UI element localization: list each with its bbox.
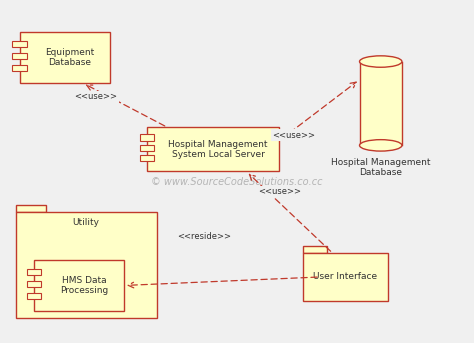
Text: <<use>>: <<use>> — [272, 131, 315, 140]
Bar — [147, 127, 279, 172]
Bar — [27, 293, 41, 299]
Text: Hospital Management
Database: Hospital Management Database — [331, 158, 430, 177]
Text: Utility: Utility — [73, 218, 100, 227]
Text: © www.SourceCodeSolutions.co.cc: © www.SourceCodeSolutions.co.cc — [151, 177, 323, 187]
Bar — [303, 246, 327, 253]
Bar — [16, 205, 46, 212]
Ellipse shape — [359, 140, 402, 151]
Bar — [359, 61, 402, 145]
Text: <<reside>>: <<reside>> — [177, 232, 231, 241]
Text: User Interface: User Interface — [313, 272, 377, 282]
Ellipse shape — [359, 56, 402, 67]
Bar — [16, 212, 157, 318]
Bar — [12, 41, 27, 47]
Bar — [140, 155, 154, 161]
Text: Hospital Management
System Local Server: Hospital Management System Local Server — [168, 140, 268, 159]
Text: Equipment
Database: Equipment Database — [45, 48, 94, 67]
Bar — [303, 253, 388, 301]
Bar — [35, 260, 124, 311]
Text: <<use>>: <<use>> — [74, 92, 117, 101]
Bar — [140, 134, 154, 141]
Text: <<use>>: <<use>> — [258, 187, 301, 197]
Bar — [27, 281, 41, 287]
Bar — [20, 32, 110, 83]
Text: HMS Data
Processing: HMS Data Processing — [60, 276, 108, 295]
Bar — [12, 53, 27, 59]
Bar — [27, 269, 41, 275]
Bar — [12, 65, 27, 71]
Bar — [140, 145, 154, 151]
